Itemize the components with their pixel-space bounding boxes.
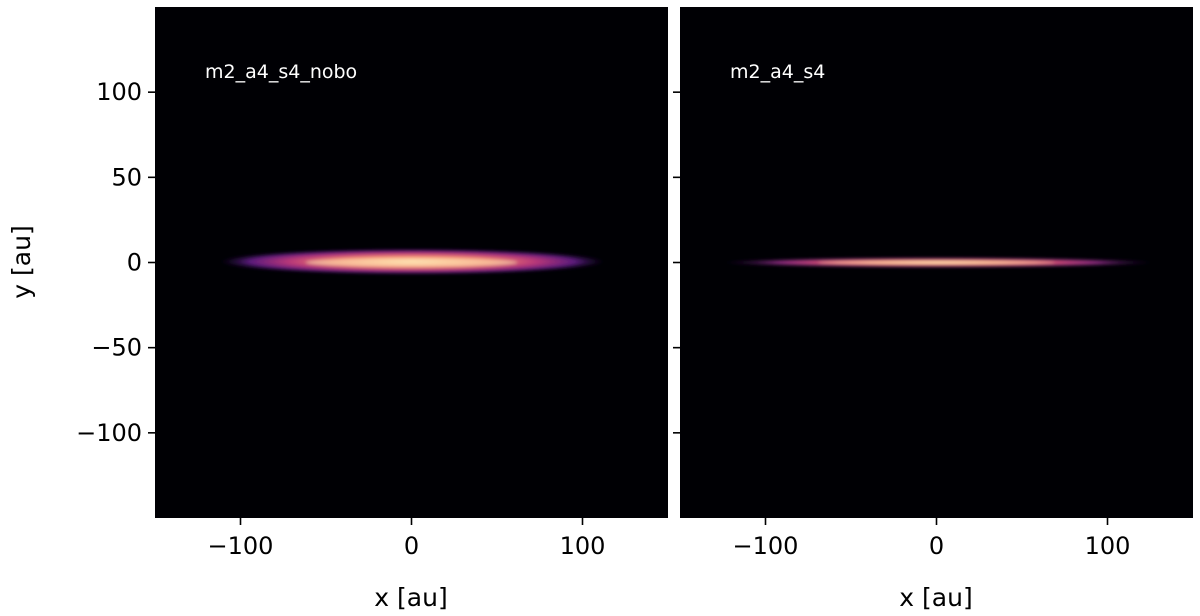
y-tick-label: 50 <box>111 163 142 191</box>
emission-band-right <box>722 257 1154 268</box>
x-tick-label: −100 <box>208 532 274 560</box>
panel-title-left: m2_a4_s4_nobo <box>205 61 357 83</box>
y-tick-label: 100 <box>96 78 142 106</box>
panel-right: m2_a4_s4 −100 0 100 x [au] <box>673 7 1193 612</box>
emission-core <box>817 260 1056 265</box>
y-axis-label: y [au] <box>7 225 36 298</box>
x-tick-label: 0 <box>929 532 944 560</box>
x-tick-label: 100 <box>1085 532 1131 560</box>
x-axis-right: −100 0 100 <box>733 518 1131 560</box>
x-axis-left: −100 0 100 <box>208 518 606 560</box>
y-axis-right <box>673 91 680 434</box>
panel-left: m2_a4_s4_nobo 100 50 0 −50 −100 −100 0 100 x [… <box>7 7 668 612</box>
x-tick-label: 0 <box>404 532 419 560</box>
y-tick-label: −50 <box>91 334 142 362</box>
y-tick-label: −100 <box>76 419 142 447</box>
panel-title-right: m2_a4_s4 <box>730 61 825 83</box>
x-axis-label-right: x [au] <box>899 583 972 612</box>
y-tick-label: 0 <box>127 249 142 277</box>
emission-core <box>305 258 518 267</box>
y-axis-left: 100 50 0 −50 −100 <box>76 78 155 447</box>
x-tick-label: 100 <box>560 532 606 560</box>
emission-band-left <box>219 248 605 275</box>
x-tick-label: −100 <box>733 532 799 560</box>
x-axis-label-left: x [au] <box>374 583 447 612</box>
